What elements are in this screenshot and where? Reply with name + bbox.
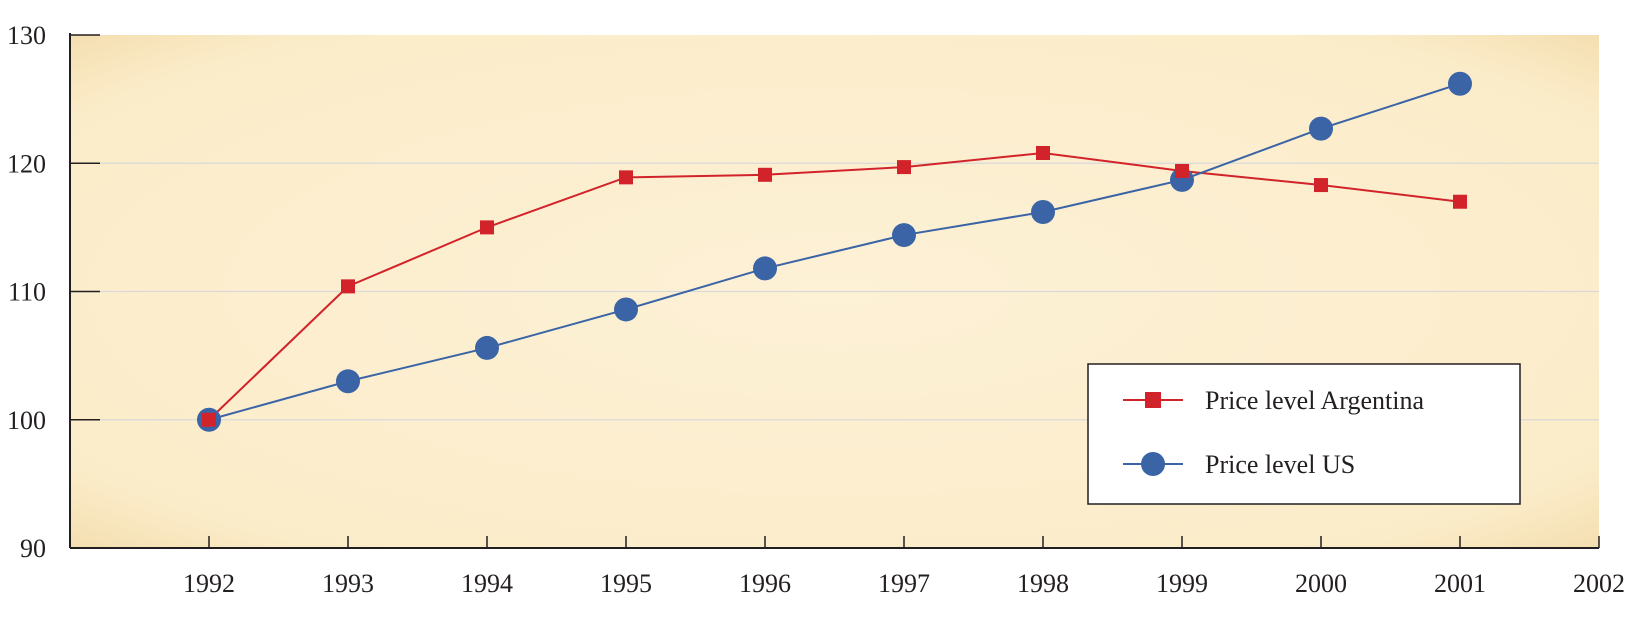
data-point-argentina: [1175, 163, 1189, 178]
legend-label-argentina: Price level Argentina: [1205, 386, 1424, 415]
x-tick-label: 1992: [183, 569, 235, 598]
data-point-us: [1031, 199, 1055, 224]
data-point-argentina: [1036, 145, 1050, 160]
x-tick-label: 2001: [1434, 569, 1486, 598]
data-point-argentina: [480, 220, 494, 235]
data-point-argentina: [619, 170, 633, 185]
x-tick-label: 2000: [1295, 569, 1347, 598]
series-markers: [197, 71, 1472, 432]
y-tick-label: 110: [8, 278, 46, 307]
legend: Price level Argentina Price level US: [1087, 363, 1521, 505]
legend-marker-argentina: [1145, 392, 1161, 408]
y-tick-label: 90: [20, 534, 46, 563]
data-point-us: [614, 297, 638, 322]
x-tick-label: 1994: [461, 569, 513, 598]
x-tick-label: 1997: [878, 569, 930, 598]
data-point-us: [892, 223, 916, 248]
y-axis-tick-labels: 90 100 110 120 130: [7, 21, 46, 563]
data-point-us: [1448, 71, 1472, 96]
data-point-argentina: [202, 412, 216, 427]
legend-label-us: Price level US: [1205, 450, 1355, 479]
data-point-us: [753, 256, 777, 281]
data-point-us: [475, 335, 499, 360]
x-tick-label: 1993: [322, 569, 374, 598]
data-point-argentina: [341, 279, 355, 294]
series-lines: [208, 82, 1461, 421]
data-point-argentina: [1453, 194, 1467, 209]
data-point-argentina: [897, 160, 911, 175]
tick-marks: [70, 34, 1600, 549]
x-tick-label: 1995: [600, 569, 652, 598]
series-line-argentina: [208, 151, 1461, 421]
x-tick-label: 2002: [1573, 569, 1625, 598]
data-point-argentina: [1314, 178, 1328, 193]
legend-marker-us: [1141, 452, 1165, 476]
x-tick-label: 1996: [739, 569, 791, 598]
x-axis-tick-labels: 1992 1993 1994 1995 1996 1997 1998 1999 2000 2001…: [183, 569, 1625, 598]
data-point-us: [1309, 116, 1333, 141]
y-tick-label: 120: [7, 149, 46, 178]
legend-box: [1087, 363, 1521, 505]
y-tick-label: 100: [7, 406, 46, 435]
data-point-argentina: [758, 167, 772, 182]
axes: [69, 33, 1599, 549]
data-point-us: [336, 369, 360, 394]
x-tick-label: 1999: [1156, 569, 1208, 598]
x-tick-label: 1998: [1017, 569, 1069, 598]
y-tick-label: 130: [7, 21, 46, 50]
series-line-us: [208, 82, 1461, 421]
